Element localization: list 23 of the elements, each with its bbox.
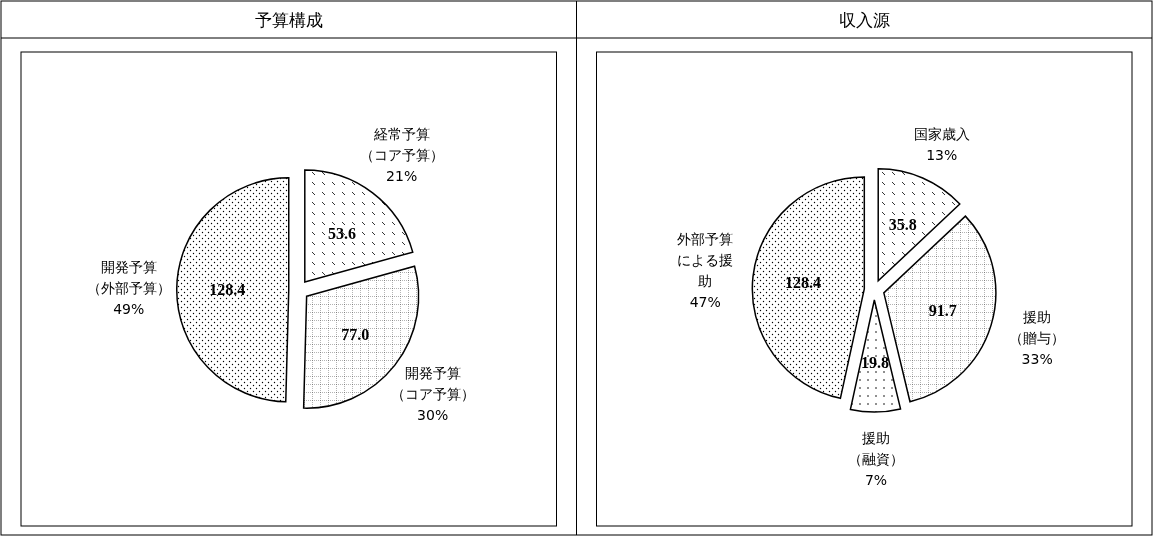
text: 7%	[864, 471, 888, 488]
text: 21%	[386, 168, 418, 185]
data-label: 128.4	[209, 281, 246, 299]
data-label: 19.8	[860, 353, 889, 371]
text: 13%	[926, 147, 958, 164]
slice-label: 開発予算（外部予算）	[86, 258, 171, 296]
text: 30%	[417, 407, 449, 424]
data-label: 128.4	[785, 274, 822, 292]
text: 47%	[689, 294, 721, 311]
slice-label: 援助（融資）	[847, 429, 904, 467]
text: 49%	[113, 300, 145, 317]
data-label: 53.6	[328, 225, 357, 243]
slice-label: 外部予算による援助	[677, 231, 734, 290]
data-label: 35.8	[888, 216, 917, 234]
slice-label: 開発予算（コア予算）	[390, 365, 475, 403]
data-label: 91.7	[928, 302, 957, 320]
slice-label: 経常予算（コア予算）	[359, 126, 444, 164]
chart-title: 収入源	[838, 10, 890, 30]
slice-label: 国家歳入	[913, 126, 970, 143]
slice-label: 援助（贈与）	[1009, 309, 1066, 347]
chart-title: 予算構成	[254, 10, 323, 30]
data-label: 77.0	[341, 326, 370, 344]
text: 33%	[1021, 351, 1053, 368]
